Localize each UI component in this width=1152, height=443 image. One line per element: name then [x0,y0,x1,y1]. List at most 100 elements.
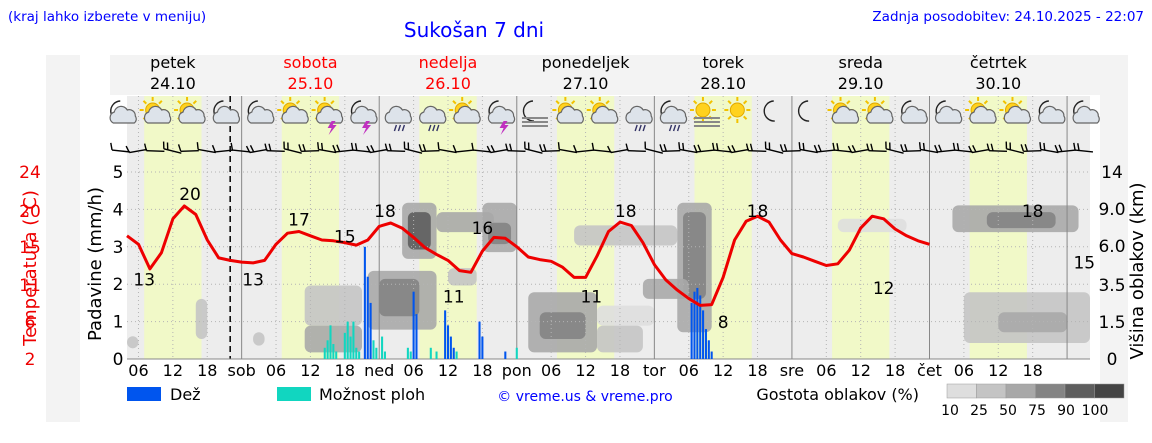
cloud-blob [436,212,494,233]
day-name: četrtek [970,53,1028,72]
temperature-series: 13 20 13 17 15 18 11 16 11 18 8 18 12 18 15 [126,185,1095,333]
shower-bar [455,351,458,359]
hour-tick: 06 [403,361,423,380]
cloud-blob [683,212,706,299]
sun-fog-icon [689,97,720,127]
copyright-link[interactable]: © vreme.us & vreme.pro [497,389,672,405]
moon-cloud-icon [1072,100,1100,124]
barb-shaft [576,149,595,153]
rain-bar [444,310,447,359]
temperature-label: 15 [1073,254,1095,274]
sun-ray [605,100,610,105]
temperature-tick: 2 [25,350,36,370]
wind-barb [366,145,388,154]
rain-bar [369,302,372,359]
cloud-blob [379,278,420,317]
rain-drop [428,124,432,132]
wind-barb [798,142,818,154]
barb-feather [407,142,410,150]
day-name: sreda [839,53,883,72]
barb-feather [572,144,578,153]
barb-feather [813,144,818,153]
sun-cloud-icon [174,97,206,124]
barb-shaft [627,149,646,153]
sun-ray [742,100,748,105]
hour-tick: 12 [851,361,871,380]
day-date: 26.10 [425,74,471,93]
barb-shaft [387,149,406,153]
rain-bar [363,246,366,359]
sun-ray [555,100,560,105]
last-update: Zadnja posodobitev: 24.10.2025 - 22:07 [872,9,1144,25]
precipitation-bars [323,246,713,359]
barb-feather [749,143,753,151]
rain-bar [704,329,707,359]
moon-cloud-icon [900,100,928,124]
barb-feather [268,143,272,151]
lightning-bolt [362,121,372,135]
hour-tick: 06 [128,361,148,380]
precipitation-tick: 4 [113,200,124,220]
cloud-blob [597,305,655,326]
cloud-height-tick: 1.5 [1098,313,1125,333]
wind-barb [162,141,182,154]
right-axes: Višina oblakov (km) 14 9.0 6.0 3.5 1.5 0 [1098,163,1148,370]
barb-shaft [885,148,904,154]
sun-ray [830,100,835,105]
lightning-bolt [327,121,337,135]
wind-barb [678,142,698,154]
day-name: torek [702,53,744,72]
cloud-shape [109,105,137,124]
barb-feather [125,145,130,153]
sun-cloud-icon [552,97,584,124]
hour-tick: 06 [541,361,561,380]
wind-barb [143,143,165,153]
barb-feather [659,144,663,152]
wind-barb [298,144,320,153]
day-short-tick: tor [643,361,666,380]
legend-shower-swatch [277,387,311,401]
sun-cloud-icon [449,97,481,124]
barb-feather [110,142,113,151]
cloud-height-tick: 3.5 [1098,276,1125,296]
barb-feather [1009,142,1012,150]
region-hint[interactable]: (kraj lahko izberete v meniju) [8,9,206,25]
wind-barb [572,144,595,153]
sun-disc [695,102,711,118]
cloud-shape [247,105,275,124]
cloud-rain-icon [625,105,653,132]
shower-bar [435,351,438,359]
daylight-band [144,96,202,359]
shower-bar [372,340,375,359]
barb-feather [143,143,148,151]
sun-thunder-icon [311,97,344,135]
barb-shaft [799,148,818,154]
day-short-tick: čet [917,361,942,380]
cloud-blob [195,298,208,339]
hour-tick: 06 [266,361,286,380]
temperature-label: 13 [242,271,264,291]
barb-feather [486,145,492,153]
cloud-shape [934,105,963,124]
barb-shaft [937,149,956,153]
barb-feather [693,144,698,153]
weather-icons-row [109,97,1100,135]
barb-shaft [1006,148,1025,154]
barb-shaft [421,149,440,153]
density-level-label: 10 [941,403,959,419]
density-swatch [1035,383,1066,399]
wind-barb [986,143,1008,153]
barb-feather [1024,144,1029,152]
barb-feather [870,143,874,151]
sun-ray [192,100,197,105]
barb-feather [727,145,732,153]
barb-shaft [369,148,388,154]
wind-barb [813,144,836,153]
barb-feather [817,144,822,152]
rain-drop [672,124,677,132]
rain-bar [366,276,369,359]
rain-bar [504,351,507,359]
sun-ray [742,115,748,120]
legend-shower-label: Možnost ploh [319,385,425,404]
barb-feather [320,142,324,151]
